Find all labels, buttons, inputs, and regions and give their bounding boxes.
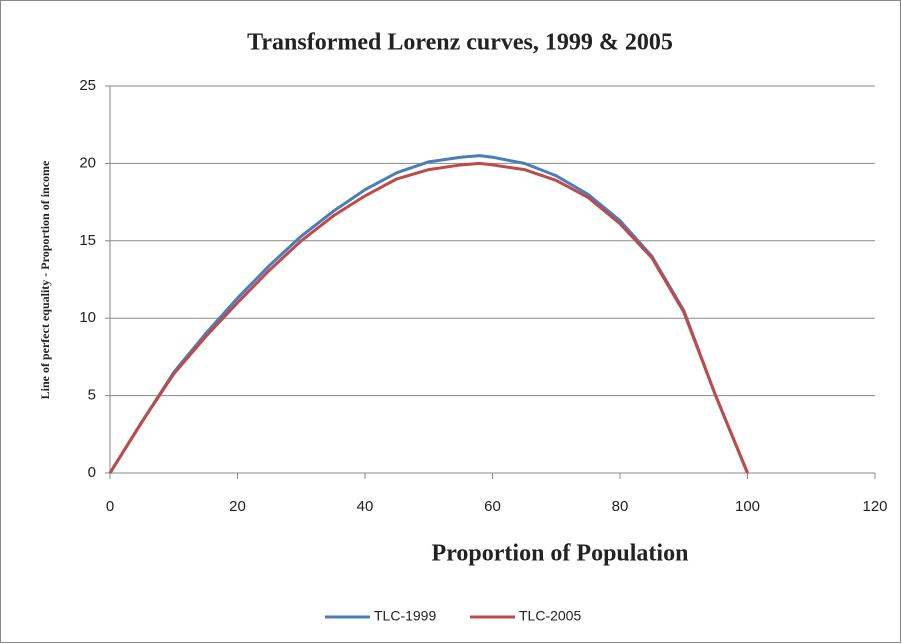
series-line <box>108 154 749 474</box>
x-tick-label: 100 <box>735 498 760 515</box>
x-tick-label: 60 <box>484 498 501 515</box>
x-tick-label: 20 <box>229 498 246 515</box>
x-tick-label: 80 <box>612 498 629 515</box>
y-axis-label: Line of perfect equality - Proportion of… <box>38 160 52 399</box>
y-tick-label: 20 <box>79 154 96 171</box>
x-axis-label: Proportion of Population <box>432 541 689 567</box>
y-tick-label: 15 <box>79 232 96 249</box>
legend-label: TLC-2005 <box>519 608 581 624</box>
series-line <box>108 161 749 474</box>
y-tick-label: 10 <box>79 309 96 326</box>
x-tick-label: 40 <box>357 498 374 515</box>
y-tick-label: 25 <box>79 77 96 94</box>
chart-title: Transformed Lorenz curves, 1999 & 2005 <box>247 30 673 56</box>
y-tick-label: 0 <box>88 464 96 481</box>
y-tick-label: 5 <box>88 387 96 404</box>
legend-label: TLC-1999 <box>374 608 436 624</box>
x-tick-label: 0 <box>106 498 114 515</box>
x-tick-label: 120 <box>862 498 887 515</box>
